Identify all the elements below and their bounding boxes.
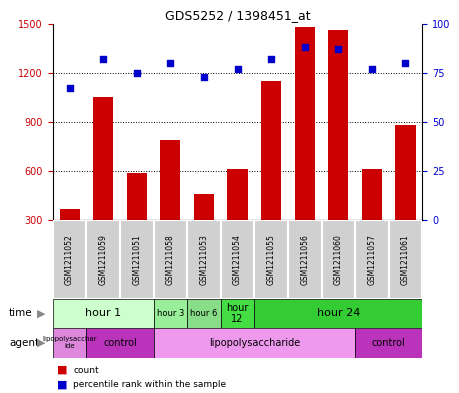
Bar	[261, 81, 281, 269]
Text: agent: agent	[9, 338, 39, 348]
Text: GSM1211052: GSM1211052	[65, 234, 74, 285]
Point	[66, 85, 73, 92]
Bar	[154, 220, 187, 299]
Point	[234, 66, 241, 72]
Text: hour 1: hour 1	[85, 309, 121, 318]
Bar	[127, 173, 147, 269]
Bar	[355, 328, 422, 358]
Text: lipopolysaccharide: lipopolysaccharide	[209, 338, 300, 348]
Bar	[328, 30, 348, 269]
Text: count: count	[73, 365, 99, 375]
Text: GSM1211057: GSM1211057	[367, 234, 376, 285]
Point	[268, 56, 275, 62]
Text: hour 6: hour 6	[190, 309, 218, 318]
Bar	[53, 328, 86, 358]
Text: control: control	[372, 338, 406, 348]
Bar	[321, 220, 355, 299]
Bar	[254, 299, 422, 328]
Point	[335, 46, 342, 52]
Title: GDS5252 / 1398451_at: GDS5252 / 1398451_at	[165, 9, 310, 22]
Bar	[288, 220, 321, 299]
Text: GSM1211051: GSM1211051	[132, 234, 141, 285]
Point	[301, 44, 308, 50]
Bar	[194, 194, 214, 269]
Bar	[295, 27, 315, 269]
Text: ▶: ▶	[37, 338, 45, 348]
Bar	[254, 220, 288, 299]
Text: GSM1211056: GSM1211056	[300, 234, 309, 285]
Bar	[221, 220, 254, 299]
Text: ■: ■	[57, 365, 68, 375]
Bar	[389, 220, 422, 299]
Bar	[160, 140, 180, 269]
Text: GSM1211061: GSM1211061	[401, 234, 410, 285]
Bar	[53, 220, 86, 299]
Text: GSM1211053: GSM1211053	[200, 234, 208, 285]
Bar	[395, 125, 415, 269]
Bar	[86, 220, 120, 299]
Point	[368, 66, 375, 72]
Bar	[221, 299, 254, 328]
Point	[200, 73, 207, 80]
Text: GSM1211054: GSM1211054	[233, 234, 242, 285]
Text: lipopolysacchar
ide: lipopolysacchar ide	[42, 336, 97, 349]
Bar	[60, 209, 80, 269]
Text: hour 3: hour 3	[157, 309, 184, 318]
Point	[167, 60, 174, 66]
Bar	[154, 328, 355, 358]
Text: percentile rank within the sample: percentile rank within the sample	[73, 380, 227, 389]
Text: GSM1211059: GSM1211059	[99, 234, 108, 285]
Bar	[93, 97, 113, 269]
Bar	[187, 299, 221, 328]
Bar	[228, 169, 247, 269]
Text: GSM1211060: GSM1211060	[334, 234, 343, 285]
Bar	[362, 169, 382, 269]
Point	[402, 60, 409, 66]
Bar	[86, 328, 154, 358]
Text: GSM1211055: GSM1211055	[267, 234, 275, 285]
Text: control: control	[103, 338, 137, 348]
Text: hour 24: hour 24	[317, 309, 360, 318]
Bar	[154, 299, 187, 328]
Point	[100, 56, 107, 62]
Text: ▶: ▶	[37, 309, 45, 318]
Bar	[355, 220, 389, 299]
Bar	[120, 220, 154, 299]
Text: hour
12: hour 12	[226, 303, 249, 324]
Text: GSM1211058: GSM1211058	[166, 234, 175, 285]
Point	[133, 70, 140, 76]
Bar	[53, 299, 154, 328]
Text: time: time	[9, 309, 33, 318]
Bar	[187, 220, 221, 299]
Text: ■: ■	[57, 379, 68, 389]
